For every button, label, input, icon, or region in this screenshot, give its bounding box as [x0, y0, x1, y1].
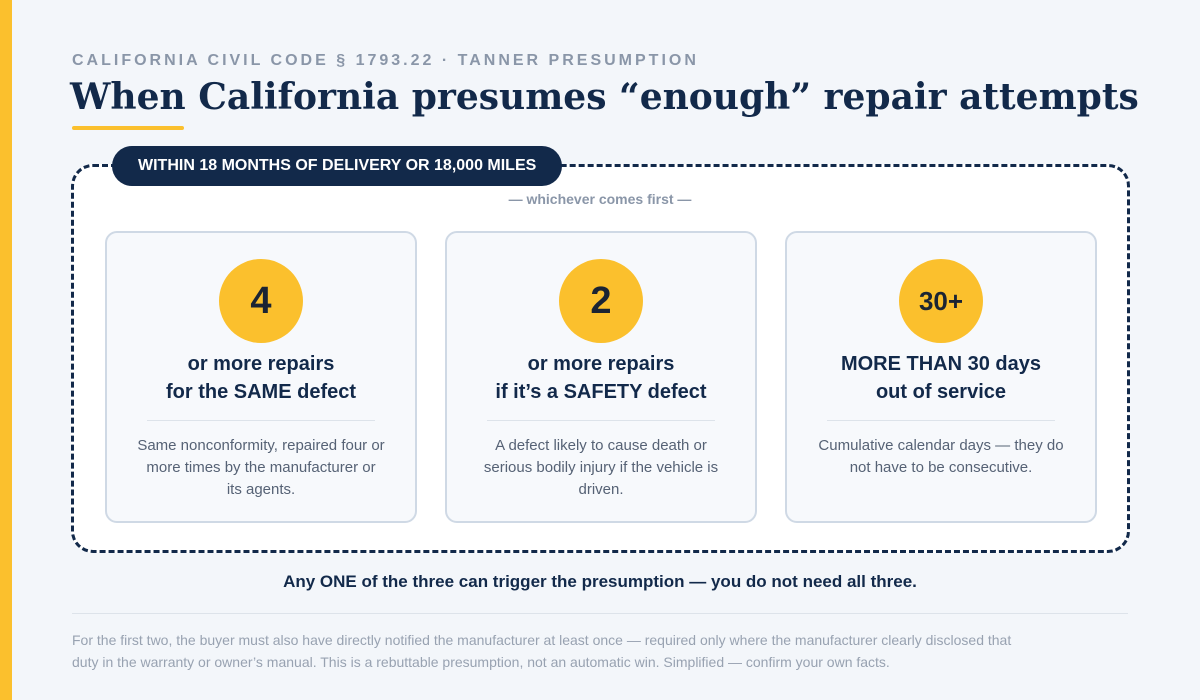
any-one-trigger-note: Any ONE of the three can trigger the pre…	[283, 572, 917, 591]
footer-divider	[72, 613, 1128, 614]
count-badge: 4	[219, 259, 303, 343]
page-title: When California presumes “enough” repair…	[70, 76, 1139, 118]
criterion-description: A defect likely to cause death or seriou…	[483, 437, 719, 498]
card-divider	[147, 420, 375, 421]
criterion-card-safety-defect: 2 or more repairs if it’s a SAFETY defec…	[445, 231, 757, 523]
criterion-description: Same nonconformity, repaired four or mor…	[137, 437, 385, 498]
count-badge: 2	[559, 259, 643, 343]
criterion-heading: MORE THAN 30 days out of service	[787, 350, 1095, 406]
count-badge: 30+	[899, 259, 983, 343]
card-divider	[487, 420, 715, 421]
criterion-heading-line1: MORE THAN 30 days	[840, 353, 1042, 375]
criterion-heading-line2: for the SAME defect	[165, 381, 357, 403]
criterion-card-days-out-of-service: 30+ MORE THAN 30 days out of service Cum…	[785, 231, 1097, 523]
criterion-heading: or more repairs if it’s a SAFETY defect	[447, 350, 755, 406]
criterion-card-same-defect: 4 or more repairs for the SAME defect Sa…	[105, 231, 417, 523]
criterion-description: Cumulative calendar days — they do not h…	[818, 437, 1064, 476]
whichever-first-note: — whichever comes first —	[508, 191, 692, 207]
accent-bar	[0, 0, 12, 700]
title-underline	[72, 126, 184, 130]
time-window-pill: WITHIN 18 MONTHS OF DELIVERY OR 18,000 M…	[112, 146, 563, 186]
eyebrow-label: CALIFORNIA CIVIL CODE § 1793.22 · TANNER…	[72, 52, 699, 69]
criterion-heading-line2: out of service	[875, 381, 1007, 403]
card-divider	[827, 420, 1055, 421]
criterion-heading-line1: or more repairs	[187, 353, 335, 375]
criterion-heading-line2: if it’s a SAFETY defect	[495, 381, 707, 403]
criterion-heading-line1: or more repairs	[527, 353, 675, 375]
footnote: For the first two, the buyer must also h…	[72, 632, 1012, 670]
criterion-heading: or more repairs for the SAME defect	[107, 350, 415, 406]
